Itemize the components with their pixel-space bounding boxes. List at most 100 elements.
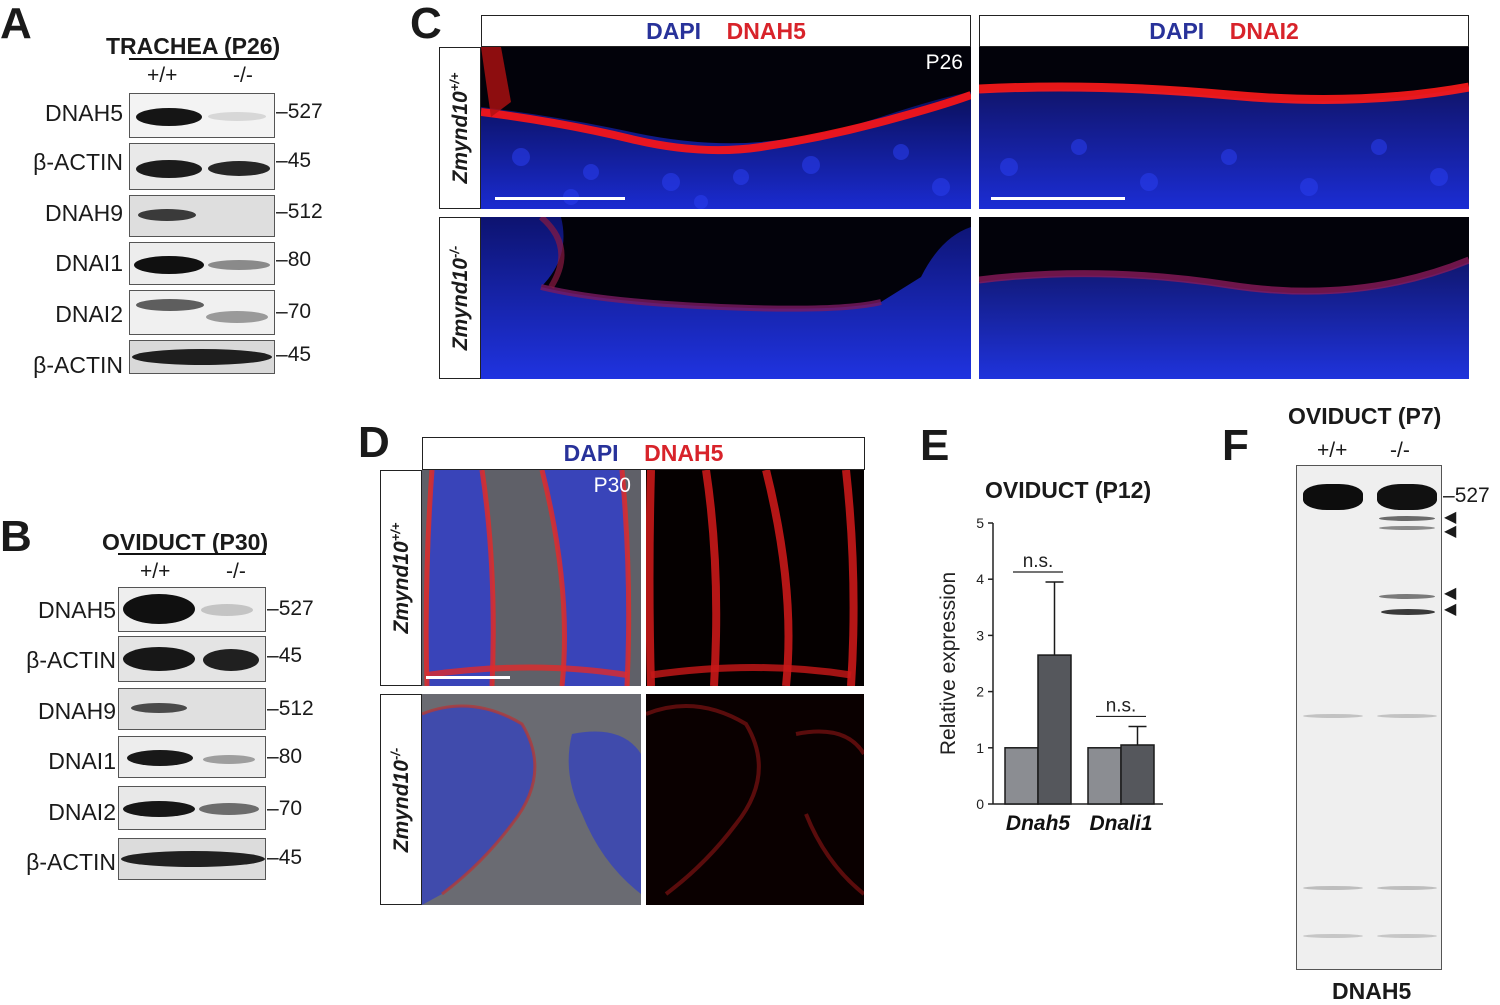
- chart-title: OVIDUCT (P12): [985, 477, 1152, 503]
- panel-d-micrograph-ko-dnah5: [646, 694, 864, 905]
- dnah5-label: DNAH5: [644, 440, 724, 466]
- arrowhead-icon: ◀: [1444, 509, 1457, 526]
- panel-d-row-label-ko: Zmynd10-/-: [380, 694, 422, 905]
- bar: [1120, 744, 1155, 805]
- panel-a-mw-marker: –512: [276, 200, 323, 223]
- panel-a-blot-strip: [129, 143, 275, 190]
- panel-f-western-blot: [1296, 465, 1442, 970]
- panel-label-b: B: [0, 512, 32, 561]
- panel-b-blot-strip: [118, 786, 266, 830]
- panel-c-micrograph-ko-dnah5: [481, 217, 971, 379]
- y-tick-label: 4: [976, 571, 984, 587]
- blot-band: [208, 161, 270, 176]
- panel-b-row-label: DNAH5: [38, 597, 116, 623]
- panel-b-row-label: β-ACTIN: [26, 849, 116, 875]
- panel-a-mw-marker: –45: [276, 343, 312, 366]
- panel-b-row-label: β-ACTIN: [26, 647, 116, 673]
- panel-c-row-label-wt: Zmynd10+/+: [439, 47, 481, 209]
- scale-bar: [991, 197, 1125, 200]
- blot-band: [123, 647, 195, 671]
- panel-b-row-label: DNAI1: [48, 748, 116, 774]
- panel-a-title: TRACHEA (P26): [106, 33, 281, 59]
- panel-b-blot-strip: [118, 838, 266, 880]
- dapi-label: DAPI: [646, 18, 702, 44]
- blot-band: [138, 209, 196, 221]
- panel-c-micrograph-wt-dnai2: [979, 47, 1469, 209]
- panel-label-c: C: [410, 0, 442, 48]
- panel-b-row-label: DNAI2: [48, 799, 116, 825]
- panel-label-f: F: [1222, 421, 1249, 470]
- blot-band: [1303, 714, 1363, 718]
- arrowhead-icon: ◀: [1444, 601, 1457, 618]
- panel-c-header-right: DAPI DNAI2: [979, 15, 1469, 47]
- panel-c-micrograph-ko-dnai2: [979, 217, 1469, 379]
- y-tick-label: 1: [976, 740, 984, 756]
- panel-c-header-left: DAPI DNAH5: [481, 15, 971, 47]
- panel-a-row-label: DNAI1: [55, 250, 123, 276]
- panel-a-blot-strip: [129, 290, 275, 335]
- panel-a-mw-marker: –527: [276, 100, 323, 123]
- panel-b-mw-marker: –512: [267, 697, 314, 720]
- panel-d-row-label-wt: Zmynd10+/+: [380, 470, 422, 686]
- y-tick-label: 0: [976, 796, 984, 812]
- blot-band: [131, 703, 187, 713]
- bar: [1004, 747, 1039, 805]
- panel-b-blot-strip: [118, 688, 266, 730]
- panel-b-genotype-ko: -/-: [226, 560, 246, 583]
- panel-a-mw-marker: –80: [276, 248, 312, 271]
- y-axis-label: Relative expression: [937, 572, 960, 755]
- y-tick-label: 2: [976, 684, 984, 700]
- panel-c-micrograph-wt-dnah5: P26: [481, 47, 971, 209]
- panel-b-row-label: DNAH9: [38, 698, 116, 724]
- panel-d-header: DAPI DNAH5: [422, 437, 865, 470]
- y-tick-label: 5: [976, 515, 984, 531]
- y-tick-label: 3: [976, 627, 984, 643]
- blot-band: [199, 803, 259, 815]
- panel-c-row-label-ko: Zmynd10-/-: [439, 217, 481, 379]
- blot-band: [123, 801, 195, 817]
- panel-b-genotype-wt: +/+: [140, 560, 171, 583]
- bar: [1037, 654, 1072, 805]
- panel-a-row-label: DNAH5: [45, 100, 123, 126]
- panel-a-title-underline: [129, 58, 275, 60]
- panel-a-genotype-ko: -/-: [233, 64, 253, 87]
- blot-band: [1377, 886, 1437, 890]
- panel-b-title-underline: [118, 553, 266, 555]
- panel-d-age-label: P30: [593, 474, 631, 497]
- panel-a-blot-strip: [129, 340, 275, 374]
- panel-a-row-label: β-ACTIN: [33, 149, 123, 175]
- scale-bar: [495, 197, 625, 200]
- panel-b-blot-strip: [118, 736, 266, 778]
- blot-band: [132, 349, 272, 365]
- significance-label: n.s.: [1023, 551, 1054, 572]
- panel-a-blot-strip: [129, 93, 275, 138]
- blot-band: [121, 851, 265, 867]
- panel-b-mw-marker: –527: [267, 597, 314, 620]
- panel-a-row-label: DNAI2: [55, 301, 123, 327]
- panel-b-blot-strip: [118, 636, 266, 682]
- blot-band: [1379, 526, 1435, 530]
- panel-a-mw-marker: –45: [276, 149, 312, 172]
- blot-band: [1303, 934, 1363, 938]
- blot-band: [1377, 484, 1437, 510]
- blot-band: [203, 649, 259, 671]
- panel-b-mw-marker: –80: [267, 745, 303, 768]
- panel-e-bar-chart: 0 1 2 3 4 5 Relative expression Dnah5 n.s. Dnali1…: [937, 515, 1163, 835]
- x-tick-label: Dnah5: [1006, 812, 1071, 835]
- dapi-label: DAPI: [1149, 18, 1205, 44]
- blot-band: [203, 755, 255, 764]
- panel-a-blot-strip: [129, 242, 275, 285]
- blot-band: [134, 256, 204, 274]
- arrowhead-icon: ◀: [1444, 523, 1457, 540]
- panel-f-mw-marker: –527: [1443, 484, 1490, 507]
- panel-b-blot-strip: [118, 587, 266, 632]
- blot-band: [1303, 886, 1363, 890]
- blot-band: [1381, 609, 1435, 615]
- bar: [1087, 747, 1122, 805]
- blot-band: [123, 594, 195, 624]
- panel-f-genotype-wt: +/+: [1317, 439, 1348, 462]
- blot-band: [201, 604, 253, 616]
- panel-d-micrograph-wt-merge: P30: [422, 470, 641, 686]
- panel-a-blot-strip: [129, 195, 275, 237]
- panel-f-footer: DNAH5: [1332, 978, 1412, 1004]
